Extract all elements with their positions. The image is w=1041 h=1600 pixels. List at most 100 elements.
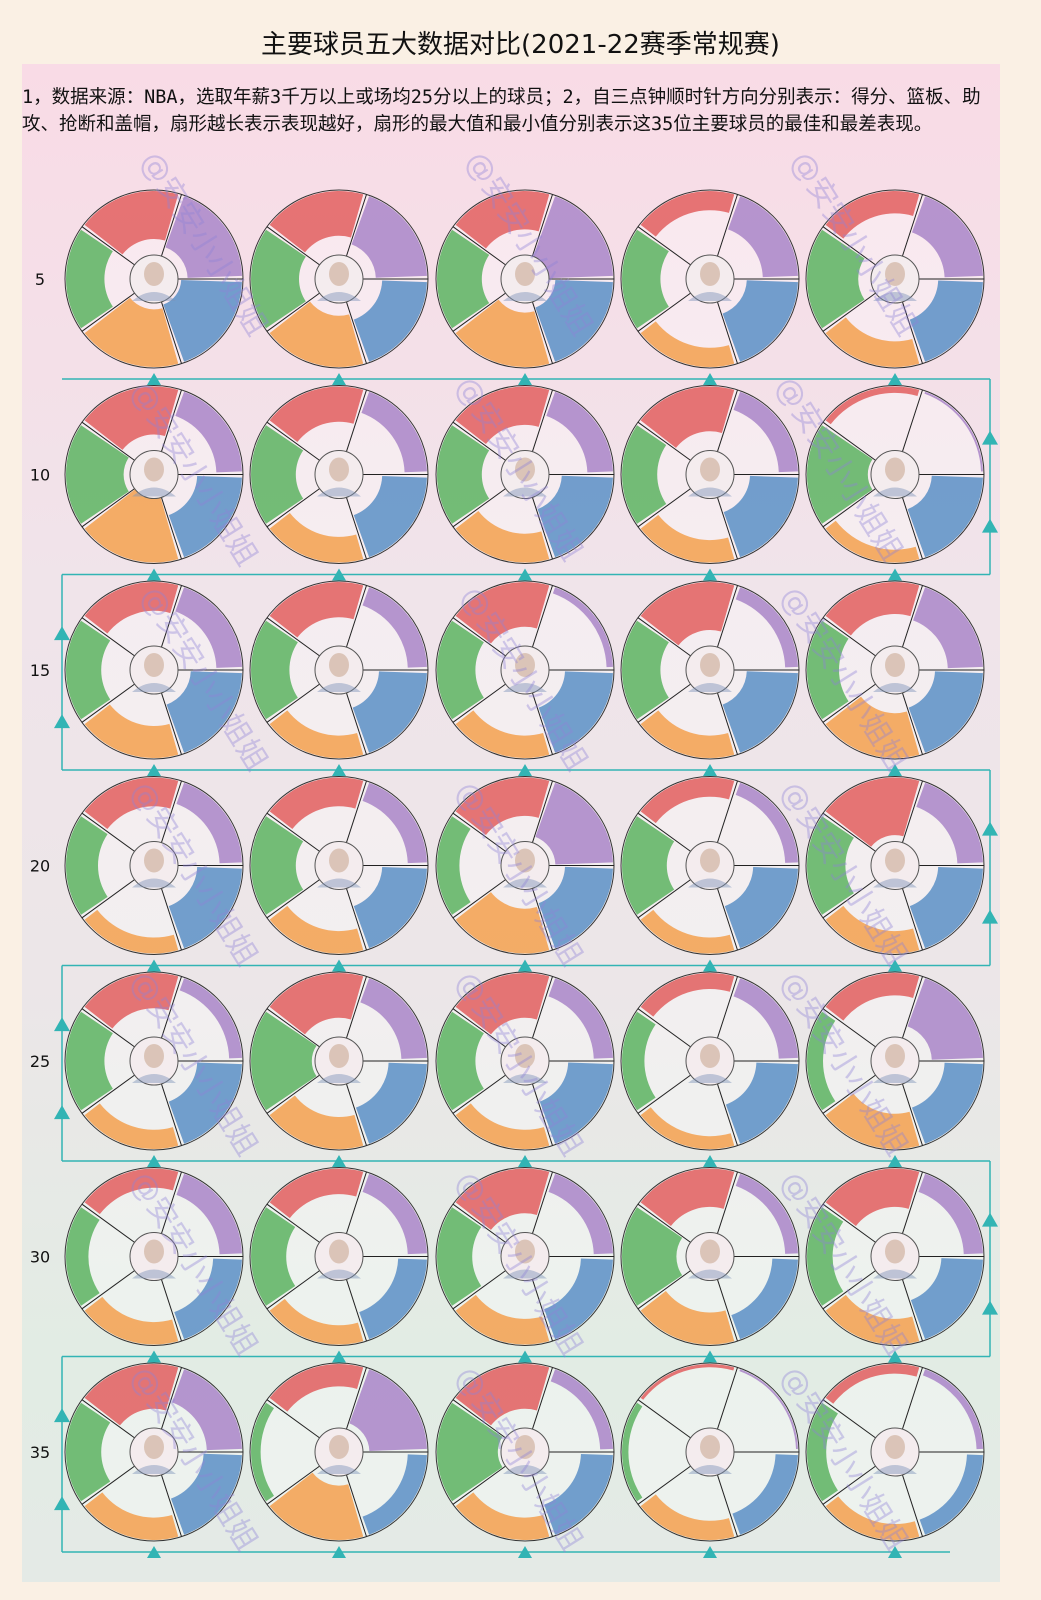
sector-rebounds: [640, 909, 735, 954]
sector-divider: [637, 1270, 691, 1310]
player-photo-jersey: [688, 878, 732, 888]
sector-divider: [822, 683, 876, 723]
sector-divider: [452, 1399, 506, 1439]
connector-arrow: [332, 959, 346, 972]
sector-divider: [531, 1474, 553, 1537]
sector-divider: [345, 497, 367, 560]
row-label: 35: [30, 1443, 50, 1462]
sector-blocks: [733, 391, 798, 473]
player-chart: [435, 580, 615, 760]
player-photo-jersey: [503, 1074, 547, 1083]
player-chart: [249, 580, 429, 760]
sector-steals: [825, 1364, 920, 1404]
player-chart: [620, 1362, 800, 1542]
sector-steals: [640, 190, 735, 237]
sector-divider: [637, 488, 691, 528]
sector-divider: [345, 585, 367, 648]
sector-blocks: [735, 1173, 798, 1254]
sector-points: [168, 476, 242, 558]
connector-arrow: [54, 626, 70, 641]
sector-blocks: [735, 782, 798, 863]
sector-steals: [825, 973, 920, 1021]
sector-steals: [84, 973, 179, 1029]
sector-points: [353, 867, 427, 949]
sector-assists: [251, 816, 304, 915]
sector-blocks: [916, 782, 983, 864]
sector-assists: [807, 620, 849, 720]
sector-divider: [452, 226, 506, 266]
sector-rebounds: [640, 514, 735, 563]
player-chart: [64, 1362, 244, 1542]
connector-arrow: [518, 1350, 532, 1363]
sector-points: [907, 475, 983, 558]
sector-rebounds: [640, 1494, 735, 1541]
sector-points: [535, 280, 613, 362]
sector-blocks: [362, 782, 427, 864]
player-photo-jersey: [132, 683, 176, 692]
player-photo-jersey: [317, 683, 361, 692]
sector-divider: [901, 585, 923, 648]
sector-assists: [251, 229, 306, 329]
connector-arrow: [147, 1350, 161, 1363]
sector-divider: [716, 389, 738, 452]
connector-arrow: [703, 568, 717, 581]
sector-blocks: [176, 782, 242, 864]
sector-assists: [251, 425, 304, 524]
sector-divider: [81, 812, 135, 852]
sector-rebounds: [84, 909, 179, 954]
player-photo-jersey: [503, 487, 547, 497]
sector-steals: [825, 777, 920, 847]
connector-arrow: [888, 1155, 902, 1167]
sector-divider: [716, 585, 738, 648]
sector-blocks: [165, 196, 242, 278]
sector-blocks: [922, 1369, 983, 1450]
player-photo-jersey: [688, 1269, 732, 1279]
sector-blocks: [924, 391, 983, 472]
player-chart: [249, 189, 429, 369]
sector-divider: [822, 812, 876, 852]
sector-divider: [160, 1474, 182, 1537]
sector-blocks: [733, 978, 798, 1059]
sector-assists: [807, 1011, 836, 1111]
sector-rebounds: [455, 510, 550, 563]
connector-arrow: [703, 1155, 717, 1167]
sector-divider: [345, 692, 367, 755]
sector-rebounds: [269, 905, 364, 954]
sector-divider: [345, 1474, 367, 1537]
player-photo-face: [515, 1435, 535, 1459]
sector-divider: [716, 888, 738, 951]
sector-rebounds: [455, 1492, 550, 1540]
player-photo-jersey: [132, 292, 176, 301]
player-photo-face: [700, 457, 720, 482]
sector-rebounds: [269, 1472, 364, 1540]
connector-arrow: [888, 373, 902, 385]
sector-divider: [901, 1474, 923, 1537]
connector-arrow: [703, 373, 717, 385]
sector-divider: [901, 780, 923, 843]
sector-blocks: [360, 978, 427, 1059]
sector-rebounds: [84, 297, 179, 367]
sector-divider: [160, 497, 182, 560]
sector-divider: [81, 421, 135, 461]
sector-blocks: [175, 587, 242, 668]
connector-arrow: [332, 568, 346, 581]
sector-divider: [345, 1367, 367, 1430]
sector-rebounds: [825, 317, 920, 368]
sector-divider: [160, 888, 182, 951]
sector-divider: [81, 683, 135, 723]
sector-divider: [716, 780, 738, 843]
sector-divider: [531, 888, 553, 951]
connector-arrow: [332, 764, 346, 776]
sector-divider: [81, 1074, 135, 1114]
connector-arrow: [703, 764, 717, 776]
player-photo-face: [885, 1435, 905, 1459]
sector-blocks: [552, 587, 613, 668]
sector-divider: [345, 389, 367, 452]
connector-arrow: [982, 1212, 998, 1227]
sector-divider: [637, 1008, 691, 1048]
player-photo-face: [329, 653, 349, 677]
sector-divider: [266, 1074, 320, 1114]
player-chart: [805, 1167, 985, 1346]
sector-steals: [84, 777, 179, 830]
player-photo-face: [515, 262, 535, 286]
